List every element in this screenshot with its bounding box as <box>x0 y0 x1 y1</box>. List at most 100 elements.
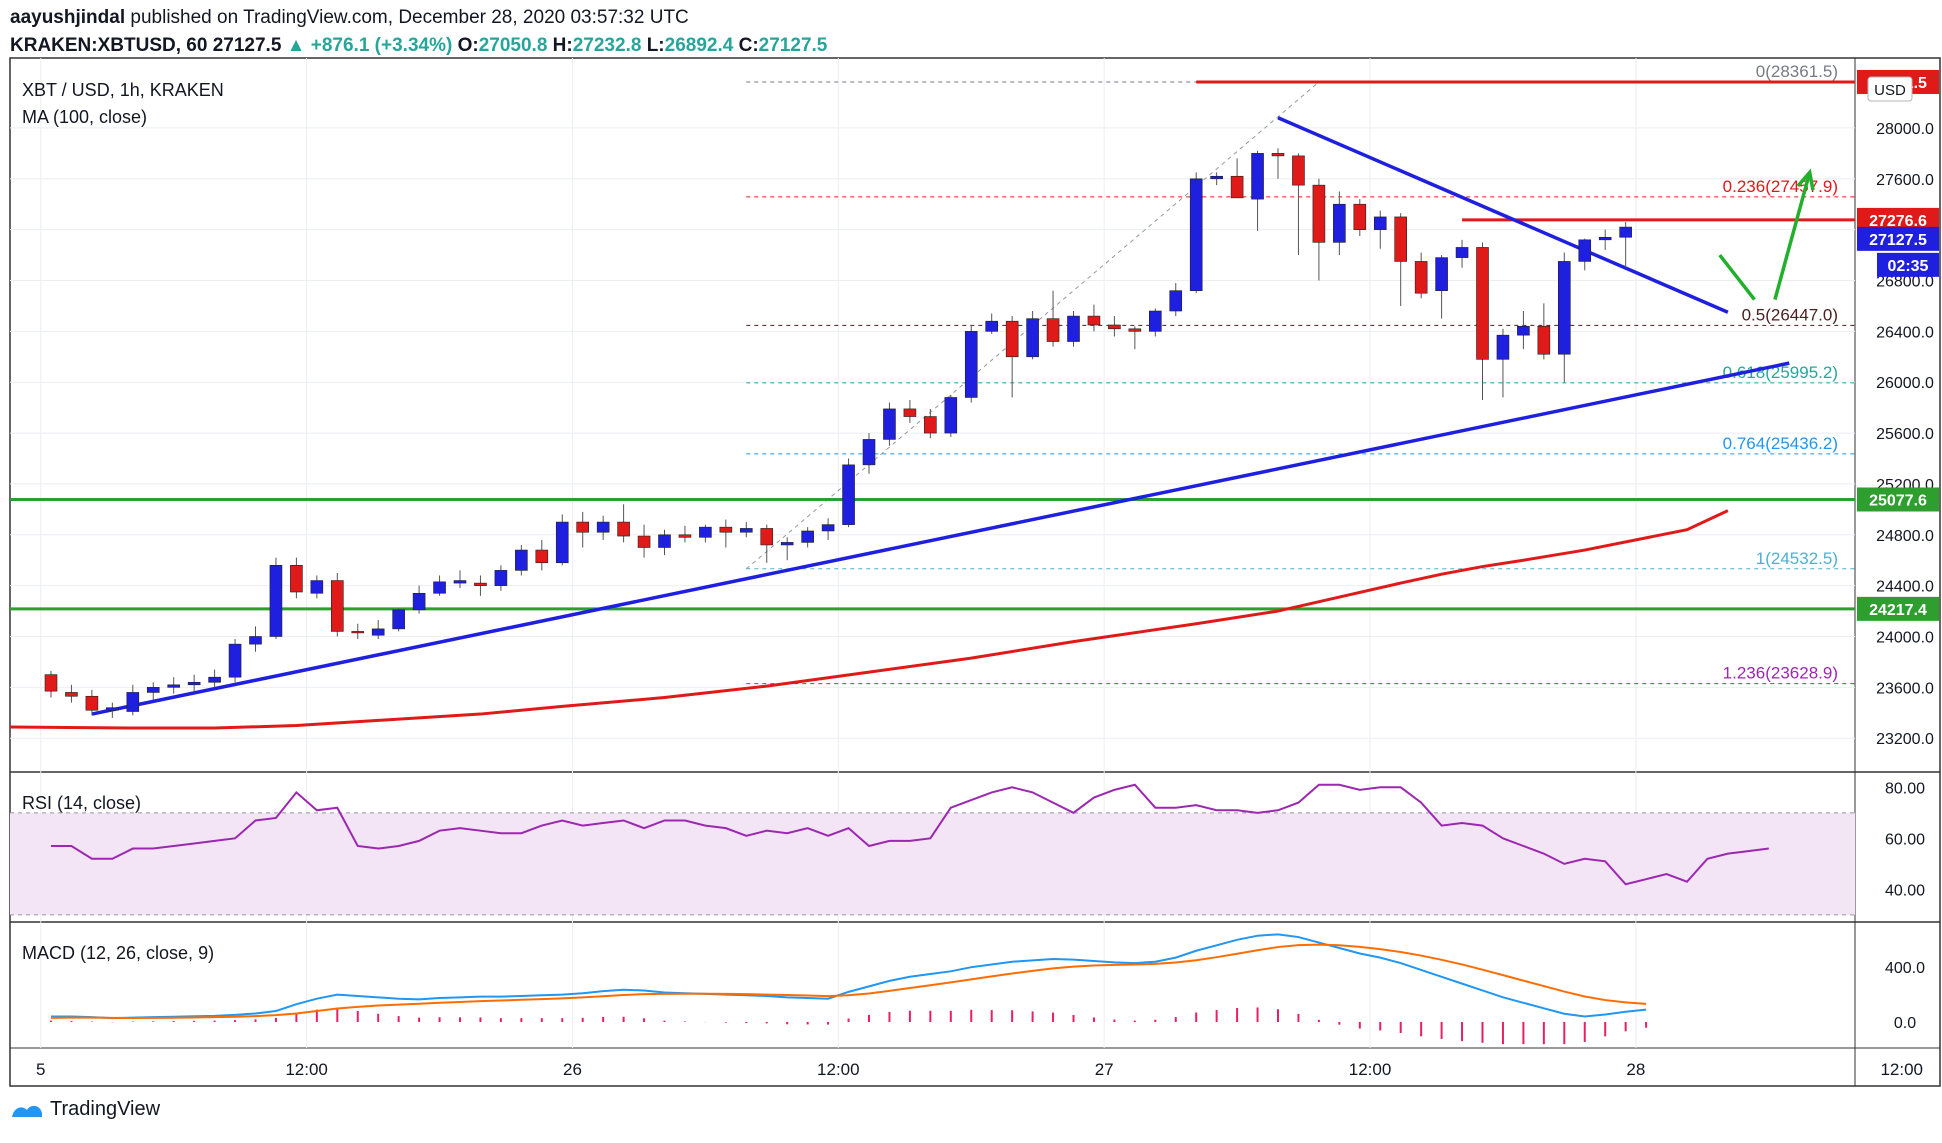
y-tick-label: 24800.0 <box>1876 528 1934 545</box>
candle <box>699 524 712 543</box>
last-price: 27127.5 <box>212 35 282 56</box>
candle <box>1005 316 1019 398</box>
candle-body <box>1476 247 1489 360</box>
candle <box>1496 328 1510 398</box>
candle-body <box>412 592 426 611</box>
candle-body <box>494 570 508 586</box>
candle <box>1210 172 1223 186</box>
candle <box>739 522 753 538</box>
candle-body <box>1435 257 1448 291</box>
x-tick-label: 12:00 <box>285 1060 328 1079</box>
macd-y-tick-label: 0.0 <box>1894 1015 1916 1032</box>
candle-body <box>146 687 160 693</box>
candle-body <box>678 534 692 538</box>
candle-body <box>576 521 590 533</box>
candle <box>187 674 201 692</box>
candle-body <box>371 628 385 636</box>
candle <box>576 511 590 548</box>
candle-body <box>433 581 446 594</box>
candle-body <box>1108 324 1121 330</box>
level-axis-label: 25077.6 <box>1869 492 1927 509</box>
candle <box>1169 283 1183 317</box>
candle <box>106 702 119 718</box>
y-tick-label: 26800.0 <box>1876 274 1934 291</box>
fib-label: 0.764(25436.2) <box>1723 434 1838 453</box>
candle-body <box>1046 318 1060 342</box>
candle-body <box>249 636 262 645</box>
candle <box>1394 213 1407 306</box>
y-tick-label: 23200.0 <box>1876 731 1934 748</box>
ma100-line <box>10 509 1729 730</box>
candle-body <box>821 524 835 532</box>
macd-line <box>51 933 1647 1020</box>
candle <box>249 626 262 652</box>
candle <box>65 684 78 703</box>
y-tick-label: 27600.0 <box>1876 172 1934 189</box>
candle <box>1251 150 1264 231</box>
rsi-y-tick-label: 60.00 <box>1885 831 1925 848</box>
candle <box>310 575 324 599</box>
candle-body <box>1394 216 1407 262</box>
pane-title-rsi: RSI (14, close) <box>22 793 141 813</box>
x-tick-label: 26 <box>563 1060 582 1079</box>
candle <box>1578 238 1592 271</box>
candle <box>1353 199 1367 236</box>
candle <box>146 682 160 701</box>
candle-body <box>842 464 855 525</box>
main-pane: 0(28361.5) 0.236(27457.9) 0.5(26447.0) 0.61… <box>10 62 1855 730</box>
high-value: 27232.8 <box>572 35 642 56</box>
candle <box>1558 252 1571 383</box>
candle <box>862 433 876 474</box>
candle-body <box>658 534 671 548</box>
tradingview-logo-icon <box>12 1105 42 1117</box>
candle-body <box>535 549 549 564</box>
candle-body <box>903 408 917 417</box>
candle-body <box>1496 334 1510 360</box>
candle <box>1230 158 1244 199</box>
y-tick-label: 28000.0 <box>1876 121 1934 138</box>
x-tick-label: 5 <box>36 1060 45 1079</box>
macd-pane <box>50 933 1648 1045</box>
y-tick-label: 23600.0 <box>1876 680 1934 697</box>
candle <box>85 689 99 716</box>
change-up-icon: ▲ <box>286 35 306 56</box>
candle <box>269 557 283 640</box>
candle-body <box>1292 155 1305 186</box>
footer-brand[interactable]: TradingView <box>50 1098 161 1120</box>
candle <box>351 623 365 640</box>
candle-body <box>924 416 937 434</box>
candle <box>208 669 221 688</box>
candle-body <box>1414 261 1428 294</box>
candle-body <box>126 692 140 712</box>
publisher-name[interactable]: aayushjindal <box>10 7 126 28</box>
candle-body <box>1067 315 1080 342</box>
candle <box>1537 303 1551 360</box>
last-price-axis-label: 27127.5 <box>1869 232 1927 249</box>
candle-body <box>760 528 774 546</box>
candle <box>1087 304 1101 332</box>
fib-label: 0.236(27457.9) <box>1723 177 1838 196</box>
x-tick-label: 12:00 <box>1349 1060 1392 1079</box>
candle-body <box>1128 328 1142 332</box>
candle <box>780 537 794 561</box>
candle-body <box>1537 325 1551 355</box>
candle <box>1619 222 1632 268</box>
countdown-box <box>1877 252 1939 277</box>
candle-body <box>1558 261 1571 355</box>
published-text: published on TradingView.com, December 2… <box>130 7 689 28</box>
candle <box>167 677 180 694</box>
candle-body <box>1189 178 1203 291</box>
rsi-y-tick-label: 40.00 <box>1885 882 1925 899</box>
price-change: +876.1 (+3.34%) <box>310 35 453 56</box>
candle-body <box>1373 216 1387 230</box>
candle <box>412 585 426 614</box>
open-label: O: <box>457 35 479 56</box>
chart-frame <box>9 57 1941 1087</box>
candle <box>535 539 549 571</box>
candle <box>494 565 508 591</box>
level-axis-box <box>1857 596 1939 621</box>
candle <box>596 515 610 540</box>
candle-body <box>944 397 958 434</box>
macd-signal-line <box>50 943 1647 1020</box>
